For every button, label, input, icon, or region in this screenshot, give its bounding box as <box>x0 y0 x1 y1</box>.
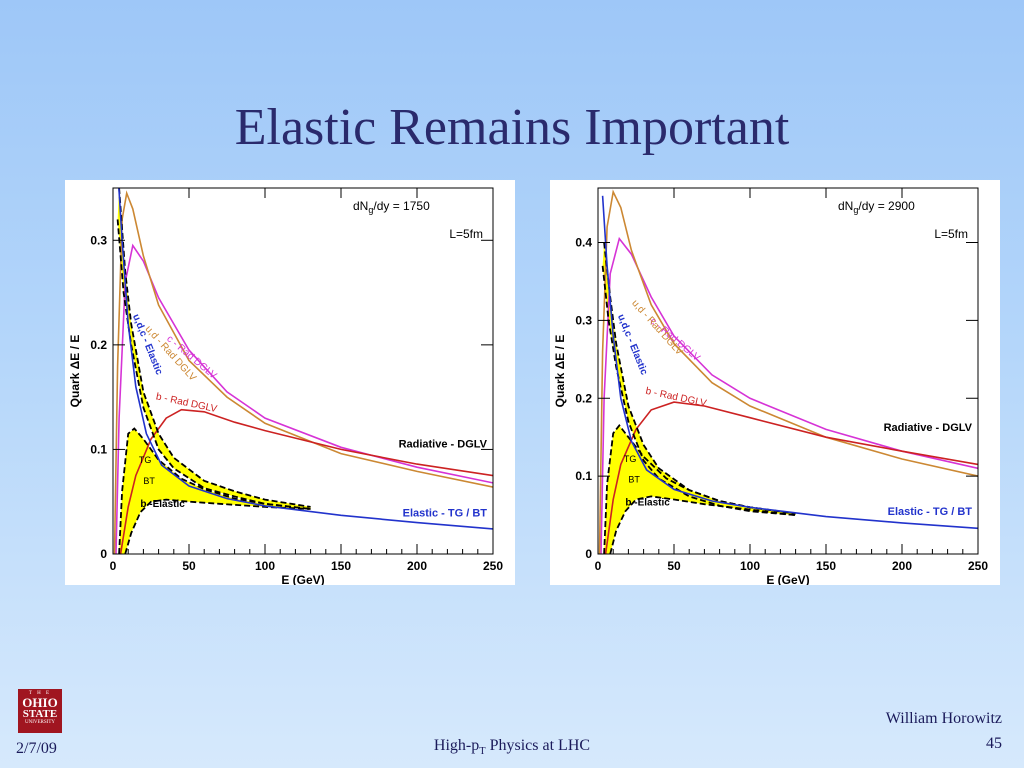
x-axis-label: E (GeV) <box>281 573 324 585</box>
x-tick-label: 200 <box>407 559 427 573</box>
series-b-el-upper <box>118 427 311 554</box>
b-rad-label: b - Rad DGLV <box>155 391 218 415</box>
x-tick-label: 250 <box>968 559 988 573</box>
x-tick-label: 200 <box>892 559 912 573</box>
chart-right-svg: 0 50 100 150 200 250 0 0.1 0.2 0.3 0.4 E (GeV) Quark… <box>553 187 988 585</box>
radiative-label: Radiative - DGLV <box>884 422 973 434</box>
footer-center-pre: High-p <box>433 737 480 754</box>
y-tick-label: 0 <box>585 547 592 561</box>
b-elastic-label: b -Elastic <box>140 499 185 510</box>
footer-page-number: 45 <box>986 735 1002 752</box>
x-tick-label: 150 <box>331 559 351 573</box>
x-tick-label: 0 <box>110 559 117 573</box>
y-tick-label: 0.2 <box>575 391 592 405</box>
b-elastic-band <box>119 428 311 554</box>
chart-right: 0 50 100 150 200 250 0 0.1 0.2 0.3 0.4 E (GeV) Quark… <box>550 180 1000 585</box>
x-tick-label: 0 <box>595 559 602 573</box>
y-tick-label: 0.3 <box>575 313 592 327</box>
y-tick-label: 0.4 <box>575 236 592 250</box>
elastic-label: Elastic - TG / BT <box>888 506 973 518</box>
series-elastic-blue <box>118 188 493 530</box>
x-tick-label: 250 <box>483 559 503 573</box>
series-udc-el-upper <box>118 188 311 508</box>
plot-frame <box>112 187 494 555</box>
y-tick-label: 0.1 <box>575 469 592 483</box>
bt-label: BT <box>628 474 640 484</box>
dndy-main: dN <box>838 199 853 213</box>
radiative-label: Radiative - DGLV <box>399 438 488 450</box>
tg-label: TG <box>139 455 152 465</box>
series-b-rad <box>119 408 493 554</box>
dndy-rest: /dy = 2900 <box>858 199 915 213</box>
path-length-label: L=5fm <box>934 227 968 241</box>
elastic-label: Elastic - TG / BT <box>403 507 488 519</box>
bt-label: BT <box>143 476 155 486</box>
y-tick-label: 0.2 <box>90 338 107 352</box>
x-tick-label: 50 <box>182 559 196 573</box>
plot-frame <box>597 187 979 555</box>
dndy-label: dNg/dy = 1750 <box>353 199 430 215</box>
logo-line2: OHIO <box>22 695 58 710</box>
x-tick-label: 100 <box>255 559 275 573</box>
series-udc-el-lower <box>601 265 796 516</box>
b-elastic-band <box>604 425 796 554</box>
y-axis-label: Quark ΔE / E <box>68 335 82 408</box>
logo-line3: STATE <box>22 708 58 720</box>
series-b-rad <box>604 401 978 554</box>
slide-title: Elastic Remains Important <box>234 99 790 156</box>
series-c-rad <box>115 243 493 554</box>
tg-label: TG <box>624 454 637 464</box>
dndy-label: dNg/dy = 2900 <box>838 199 915 215</box>
logo-line4: UNIVERSITY <box>25 720 55 725</box>
y-tick-label: 0.3 <box>90 233 107 247</box>
y-tick-label: 0.1 <box>90 442 107 456</box>
dndy-sub: g <box>853 205 858 215</box>
plot-area <box>598 189 978 554</box>
series-b-el-upper <box>603 424 796 554</box>
series-b-el-lower <box>609 495 796 554</box>
x-tick-label: 50 <box>667 559 681 573</box>
y-axis-label: Quark ΔE / E <box>553 335 567 408</box>
ohio-state-logo: T H E OHIO STATE UNIVERSITY <box>18 689 62 733</box>
plot-area <box>113 188 493 554</box>
footer-date: 2/7/09 <box>16 740 57 757</box>
path-length-label: L=5fm <box>449 227 483 241</box>
dndy-main: dN <box>353 199 368 213</box>
y-tick-label: 0 <box>100 547 107 561</box>
x-tick-label: 100 <box>740 559 760 573</box>
series-b-el-lower <box>124 498 311 554</box>
logo-line1: T H E <box>28 691 52 696</box>
chart-left-svg: 0 50 100 150 200 250 0 0.1 0.2 0.3 E (GeV) Quark ΔE… <box>68 187 503 585</box>
chart-left: 0 50 100 150 200 250 0 0.1 0.2 0.3 E (GeV) Quark ΔE… <box>65 180 515 585</box>
series-elastic-blue <box>601 195 978 530</box>
x-axis-label: E (GeV) <box>766 573 809 585</box>
footer-center-sub: T <box>479 746 486 758</box>
footer-center: High-pT Physics at LHC <box>0 737 1024 757</box>
dndy-sub: g <box>368 205 373 215</box>
dndy-rest: /dy = 1750 <box>373 199 430 213</box>
footer-author: William Horowitz <box>885 710 1002 727</box>
footer-center-post: Physics at LHC <box>485 737 591 754</box>
b-rad-label: b - Rad DGLV <box>644 386 707 410</box>
x-tick-label: 150 <box>816 559 836 573</box>
b-elastic-label: b -Elastic <box>625 498 670 509</box>
